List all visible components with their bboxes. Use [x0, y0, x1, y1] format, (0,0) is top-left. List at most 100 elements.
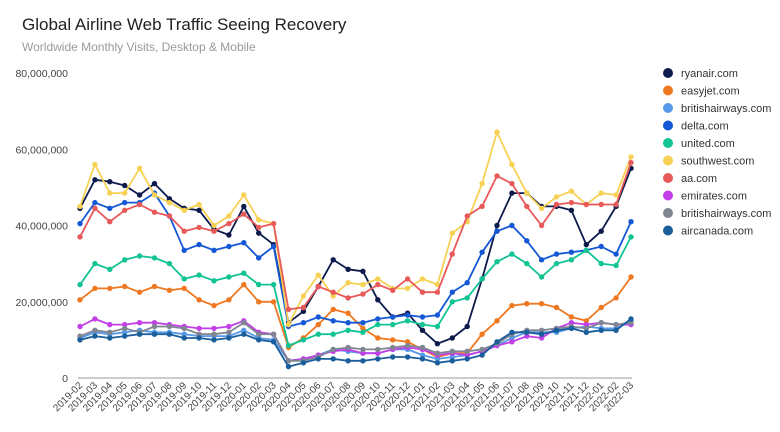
data-point: [151, 209, 158, 215]
data-point: [449, 348, 455, 354]
data-point: [196, 335, 202, 341]
chart-title: Global Airline Web Traffic Seeing Recove…: [22, 15, 347, 34]
legend-marker: [663, 138, 673, 148]
legend-item: britishairways.com: [663, 208, 771, 220]
data-point: [419, 276, 426, 282]
data-point: [270, 243, 277, 250]
legend-label: southwest.com: [681, 156, 754, 168]
data-point: [494, 129, 500, 135]
y-tick-label: 40,000,000: [15, 221, 68, 233]
data-point: [494, 259, 500, 265]
data-point: [494, 318, 500, 324]
data-point: [360, 329, 366, 335]
data-point: [166, 196, 173, 202]
data-point: [509, 161, 515, 168]
data-point: [345, 327, 351, 333]
data-point: [285, 358, 292, 364]
data-point: [613, 262, 619, 269]
data-point: [553, 194, 560, 200]
data-point: [434, 341, 441, 347]
data-point: [628, 316, 634, 322]
data-point: [345, 295, 351, 301]
data-point: [404, 312, 411, 318]
data-point: [151, 180, 158, 187]
data-point: [419, 314, 426, 320]
data-point: [479, 331, 485, 337]
data-point: [122, 199, 128, 206]
legend-label: aa.com: [681, 173, 717, 185]
data-point: [136, 320, 143, 326]
legend: ryanair.com easyjet.com britishairways.com…: [663, 68, 771, 238]
data-point: [568, 325, 575, 332]
data-point: [151, 331, 158, 337]
data-point: [345, 344, 351, 351]
data-point: [241, 327, 247, 333]
data-point: [300, 308, 307, 314]
data-point: [181, 228, 187, 234]
data-point: [77, 220, 83, 227]
data-point: [211, 278, 217, 284]
data-point: [166, 260, 173, 267]
data-point: [300, 304, 307, 311]
data-point: [375, 316, 381, 322]
data-point: [553, 251, 560, 257]
data-point: [256, 217, 262, 223]
data-point: [92, 199, 98, 206]
data-point: [226, 274, 232, 280]
data-point: [300, 293, 307, 299]
data-point: [330, 293, 336, 299]
data-point: [181, 335, 187, 341]
legend-marker: [663, 155, 673, 166]
data-point: [285, 342, 292, 349]
data-point: [583, 247, 589, 253]
series-line: [79, 131, 632, 326]
legend-item: aa.com: [663, 173, 717, 185]
data-point: [92, 205, 98, 211]
legend-label: britishairways.com: [681, 103, 771, 115]
data-point: [151, 320, 158, 326]
data-point: [241, 203, 247, 210]
data-point: [270, 220, 277, 227]
data-point: [77, 323, 83, 330]
data-point: [613, 201, 619, 208]
data-point: [270, 281, 277, 288]
data-point: [241, 270, 247, 276]
data-point: [509, 302, 515, 309]
data-point: [553, 260, 560, 267]
legend-marker: [663, 190, 673, 201]
data-point: [211, 222, 217, 229]
data-point: [226, 232, 232, 238]
data-point: [241, 281, 247, 288]
legend-item: ryanair.com: [663, 68, 738, 80]
data-point: [390, 337, 396, 343]
data-point: [300, 320, 307, 326]
data-point: [181, 331, 187, 337]
legend-item: britishairways.com: [663, 103, 771, 115]
data-point: [211, 325, 217, 332]
data-point: [553, 327, 560, 333]
data-point: [404, 342, 411, 349]
series-4: [77, 234, 634, 349]
data-point: [330, 318, 336, 324]
data-point: [211, 331, 217, 337]
data-point: [449, 289, 455, 295]
data-point: [494, 222, 500, 229]
data-point: [568, 320, 575, 326]
series-line: [79, 236, 632, 347]
data-point: [598, 228, 604, 234]
data-point: [509, 222, 515, 229]
legend-item: aircanada.com: [663, 225, 753, 238]
legend-label: delta.com: [681, 121, 729, 133]
data-point: [226, 243, 232, 250]
legend-label: ryanair.com: [681, 68, 738, 80]
series-layer: [77, 129, 634, 370]
data-point: [241, 211, 247, 217]
data-point: [122, 182, 128, 189]
data-point: [196, 207, 202, 213]
data-point: [226, 323, 232, 330]
data-point: [375, 281, 381, 288]
data-point: [151, 255, 158, 261]
data-point: [375, 297, 381, 303]
legend-item: delta.com: [663, 120, 729, 133]
